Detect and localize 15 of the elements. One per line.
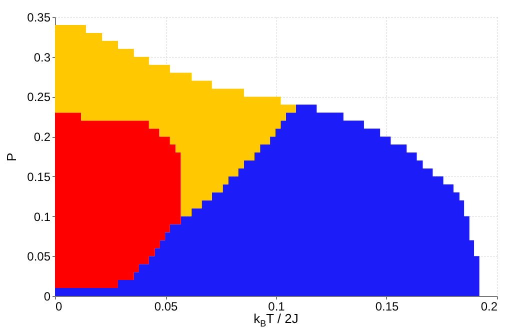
y-tick-label: 0.2 [34,130,51,144]
y-tick-label: 0 [44,290,51,304]
x-axis-title: k$_{B}$T / 2J [252,311,300,331]
y-tick-label: 0.15 [27,170,51,184]
y-tick-label: 0.25 [27,90,51,104]
x-tick-label: 0.15 [375,300,399,314]
x-tick-label: 0 [56,300,62,314]
x-tick-label: 0.05 [154,300,178,314]
y-tick-label: 0.05 [27,250,51,264]
x-tick-label: 0.1 [268,300,286,314]
y-tick-label: 0.3 [34,50,51,64]
y-axis-title: P [4,152,20,162]
y-tick-label: 0.1 [34,210,51,224]
y-tick-label: 0.35 [27,10,51,24]
x-tick-label: 0.2 [480,300,498,314]
